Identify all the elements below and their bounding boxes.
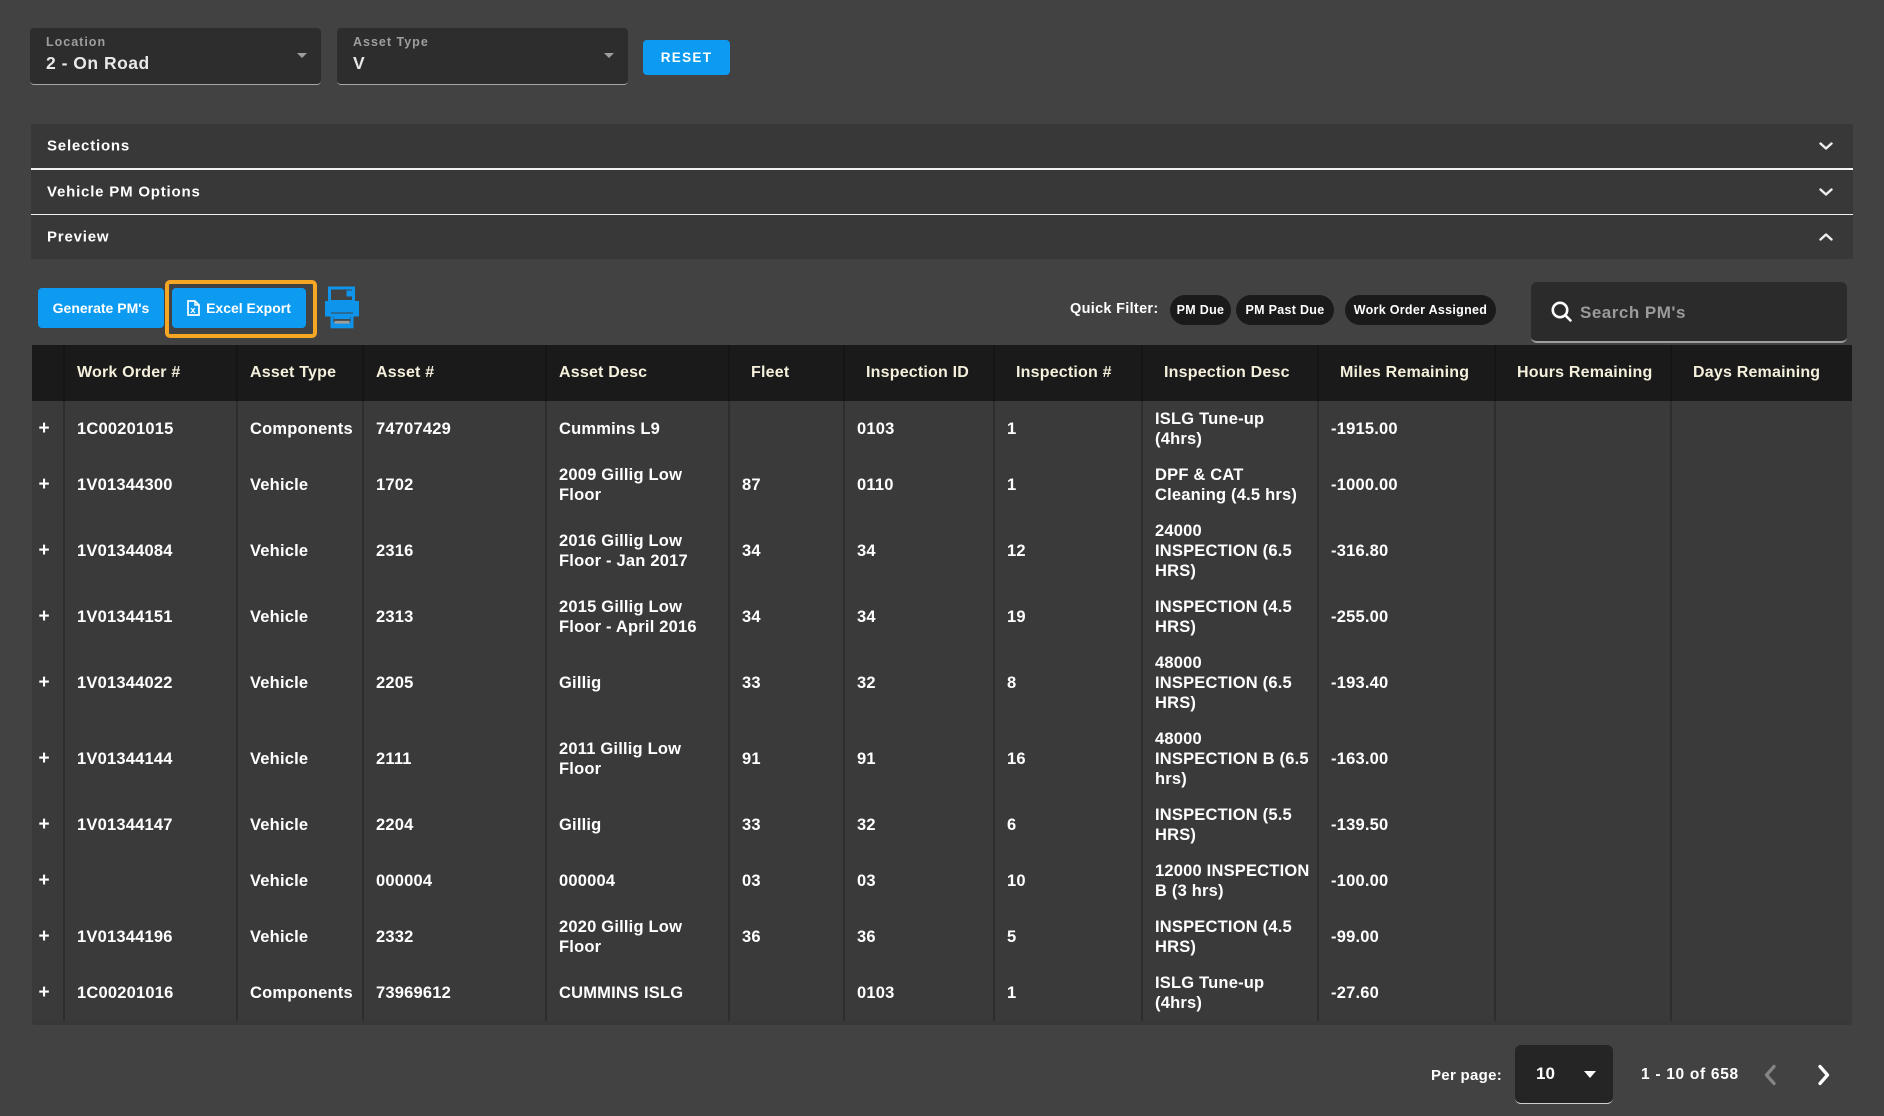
svg-text:x: x: [190, 305, 196, 316]
